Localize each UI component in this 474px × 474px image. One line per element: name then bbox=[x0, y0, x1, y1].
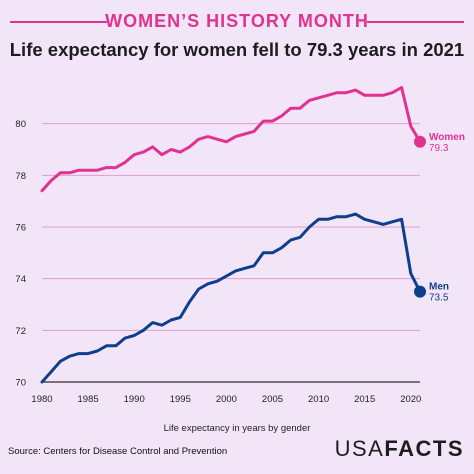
end-label-name-women: Women bbox=[429, 132, 465, 143]
x-axis-label: Life expectancy in years by gender bbox=[163, 423, 311, 434]
y-tick-label-80: 80 bbox=[15, 119, 26, 130]
y-tick-label-70: 70 bbox=[15, 378, 26, 389]
x-tick-label-1980: 1980 bbox=[31, 394, 52, 405]
banner-text: WOMEN’S HISTORY MONTH bbox=[105, 11, 369, 31]
end-point-men bbox=[414, 285, 426, 298]
banner: WOMEN’S HISTORY MONTH bbox=[0, 8, 474, 34]
x-tick-label-1995: 1995 bbox=[170, 394, 191, 405]
chart-title: Life expectancy for women fell to 79.3 y… bbox=[9, 39, 465, 60]
series-layer bbox=[40, 86, 426, 384]
x-tick-label-1990: 1990 bbox=[124, 394, 145, 405]
x-tick-label-2020: 2020 bbox=[400, 394, 421, 405]
x-tick-label-2005: 2005 bbox=[262, 394, 283, 405]
end-label-value-men: 73.5 bbox=[429, 293, 449, 304]
end-point-women bbox=[414, 135, 426, 148]
grid-layer bbox=[42, 123, 420, 331]
y-tick-label-74: 74 bbox=[15, 274, 26, 285]
logo-part-facts: FACTS bbox=[384, 436, 464, 461]
banner-line-right bbox=[367, 21, 464, 23]
series-line-women bbox=[40, 86, 422, 193]
logo-part-usa: USA bbox=[334, 436, 385, 461]
x-tick-label-2000: 2000 bbox=[216, 394, 237, 405]
y-tick-label-76: 76 bbox=[15, 223, 26, 234]
x-tick-label-1985: 1985 bbox=[78, 394, 99, 405]
banner-line-left bbox=[10, 21, 107, 23]
axis-layer: 70 72 74 76 78 80 1980 1985 1990 1995 2000 2005 2010… bbox=[15, 119, 421, 405]
usafacts-logo: USAFACTS bbox=[335, 436, 464, 462]
x-tick-label-2010: 2010 bbox=[308, 394, 329, 405]
end-label-name-men: Men bbox=[429, 282, 449, 293]
end-label-value-women: 79.3 bbox=[429, 143, 449, 154]
y-tick-label-72: 72 bbox=[15, 326, 26, 337]
x-tick-label-2015: 2015 bbox=[354, 394, 375, 405]
y-tick-label-78: 78 bbox=[15, 171, 26, 182]
series-line-men bbox=[40, 212, 422, 384]
source-note: Source: Centers for Disease Control and … bbox=[8, 446, 228, 457]
